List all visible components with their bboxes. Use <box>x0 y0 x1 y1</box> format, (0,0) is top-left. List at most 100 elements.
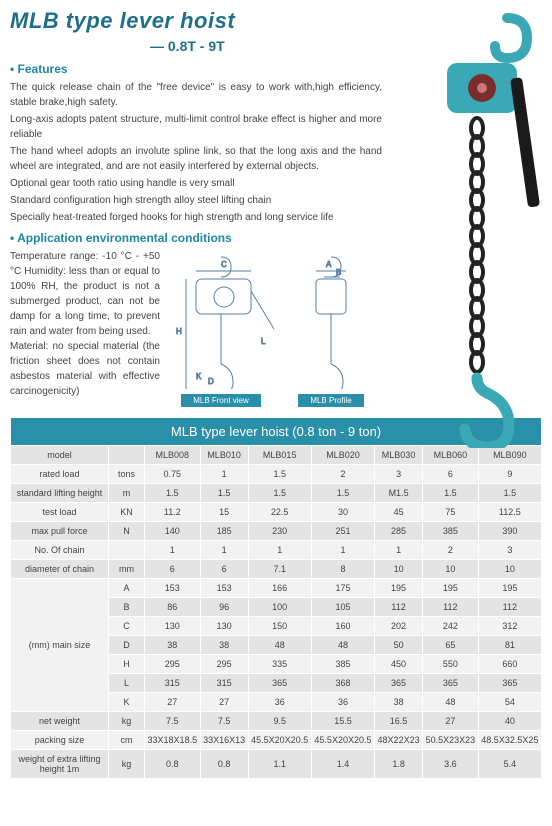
table-cell: 112 <box>423 598 479 617</box>
table-cell: 6 <box>145 560 201 579</box>
table-cell: 86 <box>145 598 201 617</box>
table-cell: weight of extra lifting height 1m <box>11 750 109 779</box>
product-illustration <box>392 8 542 448</box>
table-cell: 1.5 <box>423 484 479 503</box>
table-cell: 185 <box>200 522 248 541</box>
feature-item: Long-axis adopts patent structure, multi… <box>10 112 382 142</box>
table-cell: 365 <box>478 674 541 693</box>
table-cell: test load <box>11 503 109 522</box>
table-cell: 33X16X13 <box>200 731 248 750</box>
table-cell: 315 <box>145 674 201 693</box>
table-cell: 2 <box>423 541 479 560</box>
table-cell: KN <box>109 503 145 522</box>
table-cell: 130 <box>200 617 248 636</box>
table-cell: 0.8 <box>145 750 201 779</box>
table-cell: 36 <box>311 693 374 712</box>
table-cell: 295 <box>145 655 201 674</box>
table-cell: tons <box>109 465 145 484</box>
table-cell: 130 <box>145 617 201 636</box>
table-cell: 9.5 <box>248 712 311 731</box>
table-cell: 6 <box>200 560 248 579</box>
table-cell: 390 <box>478 522 541 541</box>
table-cell: H <box>109 655 145 674</box>
table-cell: 3 <box>375 465 423 484</box>
table-cell: 160 <box>311 617 374 636</box>
table-cell: 33X18X18.5 <box>145 731 201 750</box>
table-cell: 365 <box>375 674 423 693</box>
table-cell: 9 <box>478 465 541 484</box>
table-header-cell: MLB060 <box>423 446 479 465</box>
table-cell: 7.5 <box>145 712 201 731</box>
svg-text:K: K <box>196 372 202 381</box>
diagram-profile-caption: MLB Profile <box>298 394 363 407</box>
table-cell: 195 <box>478 579 541 598</box>
table-cell: 11.2 <box>145 503 201 522</box>
table-cell: 195 <box>375 579 423 598</box>
table-cell: 27 <box>145 693 201 712</box>
table-cell: 150 <box>248 617 311 636</box>
svg-text:D: D <box>208 377 214 386</box>
diagram-area: H C L K D MLB Front view <box>166 249 382 407</box>
table-header-cell <box>109 446 145 465</box>
table-cell: 230 <box>248 522 311 541</box>
table-cell: kg <box>109 712 145 731</box>
table-cell: 10 <box>375 560 423 579</box>
table-cell: 48.5X32.5X25 <box>478 731 541 750</box>
table-cell: 1 <box>200 465 248 484</box>
table-cell: 30 <box>311 503 374 522</box>
table-cell: diameter of chain <box>11 560 109 579</box>
svg-text:H: H <box>176 327 182 336</box>
table-cell: 3.6 <box>423 750 479 779</box>
application-heading: • Application environmental conditions <box>10 231 382 245</box>
table-cell: 166 <box>248 579 311 598</box>
diagram-front: H C L K D <box>166 249 276 389</box>
table-cell: max pull force <box>11 522 109 541</box>
table-cell: 285 <box>375 522 423 541</box>
table-header-cell: MLB020 <box>311 446 374 465</box>
table-cell: 251 <box>311 522 374 541</box>
table-cell: 65 <box>423 636 479 655</box>
application-text: Temperature range: -10 °C - +50 °C Humid… <box>10 249 160 407</box>
table-cell: L <box>109 674 145 693</box>
features-heading: • Features <box>10 62 382 76</box>
table-cell: 48 <box>423 693 479 712</box>
table-cell: 365 <box>423 674 479 693</box>
table-cell: 6 <box>423 465 479 484</box>
table-cell: 202 <box>375 617 423 636</box>
table-cell: 38 <box>145 636 201 655</box>
table-cell: 1.5 <box>311 484 374 503</box>
table-cell: 81 <box>478 636 541 655</box>
table-cell: 365 <box>248 674 311 693</box>
table-cell: 5.4 <box>478 750 541 779</box>
table-cell: A <box>109 579 145 598</box>
table-cell: 27 <box>200 693 248 712</box>
table-cell: 75 <box>423 503 479 522</box>
table-cell: 0.8 <box>200 750 248 779</box>
table-header-cell: MLB090 <box>478 446 541 465</box>
table-cell: 105 <box>311 598 374 617</box>
table-cell: 40 <box>478 712 541 731</box>
table-cell: 112 <box>375 598 423 617</box>
svg-text:L: L <box>261 337 266 346</box>
table-cell: 385 <box>423 522 479 541</box>
table-header-cell: MLB010 <box>200 446 248 465</box>
table-cell: B <box>109 598 145 617</box>
svg-text:B: B <box>336 268 341 277</box>
table-cell: 16.5 <box>375 712 423 731</box>
table-cell <box>109 541 145 560</box>
table-cell: 1 <box>200 541 248 560</box>
feature-item: The hand wheel adopts an involute spline… <box>10 144 382 174</box>
table-cell: 153 <box>200 579 248 598</box>
table-cell: 175 <box>311 579 374 598</box>
table-cell: 1.5 <box>248 484 311 503</box>
svg-text:A: A <box>326 260 332 269</box>
table-cell: 96 <box>200 598 248 617</box>
feature-item: Standard configuration high strength all… <box>10 193 382 208</box>
table-cell: 195 <box>423 579 479 598</box>
table-header-cell: MLB008 <box>145 446 201 465</box>
table-cell: 2 <box>311 465 374 484</box>
table-cell: 295 <box>200 655 248 674</box>
table-cell: 385 <box>311 655 374 674</box>
table-cell: 660 <box>478 655 541 674</box>
table-cell: 1.8 <box>375 750 423 779</box>
